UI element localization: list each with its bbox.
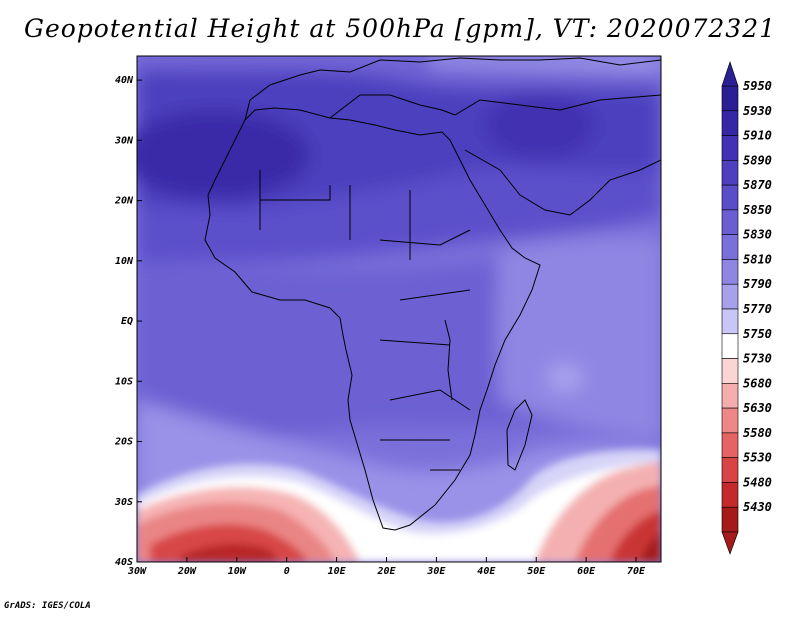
grads-credit: GrADS: IGES/COLA (4, 601, 91, 611)
colorbar-label: 5890 (743, 153, 772, 167)
colorbar-bottom-arrow (721, 531, 739, 555)
colorbar-swatch (721, 383, 739, 409)
colorbar-label: 5630 (743, 401, 772, 415)
colorbar-swatch (721, 160, 739, 186)
colorbar-swatch (721, 482, 739, 508)
lat-tick-label: 30N (114, 135, 134, 146)
colorbar-swatch (721, 259, 739, 285)
colorbar-label: 5870 (743, 178, 772, 192)
colorbar-label: 5750 (743, 327, 772, 341)
colorbar-label: 5480 (743, 475, 772, 489)
colorbar-label: 5730 (743, 352, 772, 366)
colorbar: 5950 5930 5910 5890 5870 5850 5830 5810 5790 5770… (721, 61, 772, 555)
height-field (137, 56, 661, 562)
lat-tick-label: 40N (115, 75, 134, 86)
colorbar-swatch (721, 457, 739, 483)
colorbar-swatch (721, 85, 739, 112)
lon-tick-label: 50E (527, 566, 546, 577)
colorbar-swatch (721, 234, 739, 260)
lon-tick-label: 40E (477, 566, 496, 577)
lon-tick-label: 20W (177, 566, 197, 577)
coastlines (204, 57, 661, 531)
colorbar-label: 5910 (743, 129, 772, 143)
lon-tick-label: 60E (577, 566, 596, 577)
lat-tick-label: 30S (114, 497, 133, 508)
latitude-ticks: 40N 30N 20N 10N EQ 10S 20S 30S 40S (114, 75, 142, 568)
colorbar-swatch (721, 407, 739, 434)
colorbar-swatch (721, 209, 739, 235)
colorbar-swatch (721, 283, 739, 310)
colorbar-top-arrow (721, 61, 739, 87)
colorbar-swatch (721, 135, 739, 161)
colorbar-label: 5950 (743, 79, 772, 93)
colorbar-label: 5530 (743, 451, 772, 465)
colorbar-label: 5930 (743, 104, 772, 118)
colorbar-label: 5850 (743, 203, 772, 217)
colorbar-swatch (721, 184, 739, 211)
lat-tick-label: 20S (114, 437, 133, 448)
map-title: Geopotential Height at 500hPa [gpm], VT:… (23, 14, 777, 43)
lon-tick-label: 0 (284, 566, 290, 577)
lon-tick-label: 30E (426, 566, 446, 577)
colorbar-label: 5770 (743, 302, 772, 316)
lon-tick-label: 10W (228, 566, 247, 577)
colorbar-label: 5810 (743, 252, 772, 266)
lat-tick-label: 40S (115, 557, 133, 568)
lat-tick-label: EQ (121, 316, 133, 327)
lat-tick-label: 10N (115, 256, 134, 267)
colorbar-swatch (721, 506, 739, 533)
colorbar-label: 5580 (743, 426, 772, 440)
colorbar-swatch (721, 358, 739, 384)
colorbar-swatch (721, 110, 739, 136)
lon-tick-label: 30W (127, 566, 147, 577)
colorbar-label: 5790 (743, 277, 772, 291)
lat-tick-label: 10S (115, 376, 133, 387)
lon-tick-label: 10E (328, 566, 347, 577)
plot-frame (136, 55, 662, 563)
lon-tick-label: 70E (627, 566, 646, 577)
colorbar-label: 5830 (743, 228, 772, 242)
longitude-ticks: 30W 20W 10W 0 10E 20E 30E 40E 50E 60E 70E (127, 557, 646, 577)
colorbar-swatch (721, 308, 739, 335)
lat-tick-label: 20N (114, 196, 134, 207)
lon-tick-label: 20E (376, 566, 396, 577)
colorbar-swatch (721, 333, 739, 359)
colorbar-swatch (721, 432, 739, 458)
colorbar-label: 5430 (743, 500, 772, 514)
colorbar-label: 5680 (743, 376, 772, 390)
